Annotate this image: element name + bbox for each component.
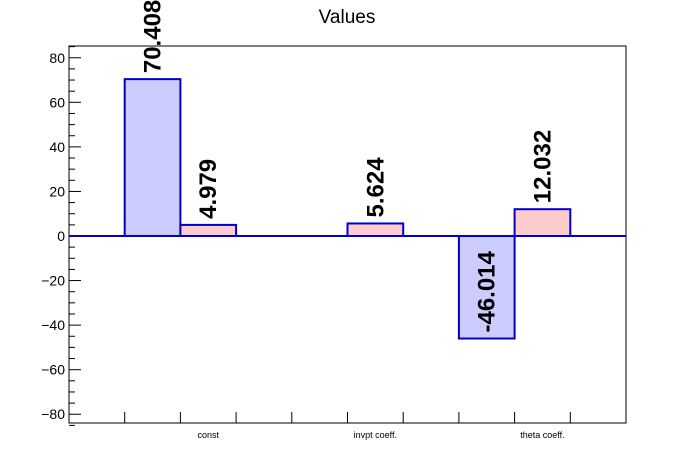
- y-tick-label: −40: [41, 317, 65, 333]
- data-label: 70.408: [140, 0, 167, 73]
- bar: [513, 208, 572, 237]
- x-axis: const invpt coeff. theta coeff.: [124, 412, 571, 440]
- bar: [457, 235, 516, 340]
- y-tick-label: 40: [49, 139, 65, 155]
- bars: [123, 78, 572, 340]
- y-tick-label: −60: [41, 362, 65, 378]
- data-label: 5.624: [362, 157, 389, 218]
- y-tick-label: 20: [49, 183, 65, 199]
- x-category-label: theta coeff.: [520, 430, 564, 440]
- y-tick-label: −80: [41, 406, 65, 422]
- y-tick-label: 80: [49, 50, 65, 66]
- y-axis: −80 −60 −40 −20 0 20 40 60 80: [41, 46, 81, 426]
- data-labels: 70.408 -46.014 4.979 5.624 12.032: [140, 0, 557, 333]
- data-label: -46.014: [474, 250, 501, 332]
- bar: [123, 78, 182, 237]
- bar: [346, 222, 405, 237]
- data-label: 12.032: [529, 130, 556, 203]
- y-tick-label: −20: [41, 273, 65, 289]
- data-label: 4.979: [195, 159, 222, 219]
- y-tick-label: 60: [49, 94, 65, 110]
- bar: [179, 223, 238, 237]
- chart-title: Values: [319, 7, 376, 28]
- x-category-label: invpt coeff.: [354, 430, 397, 440]
- x-category-label: const: [197, 430, 219, 440]
- y-tick-label: 0: [57, 228, 65, 244]
